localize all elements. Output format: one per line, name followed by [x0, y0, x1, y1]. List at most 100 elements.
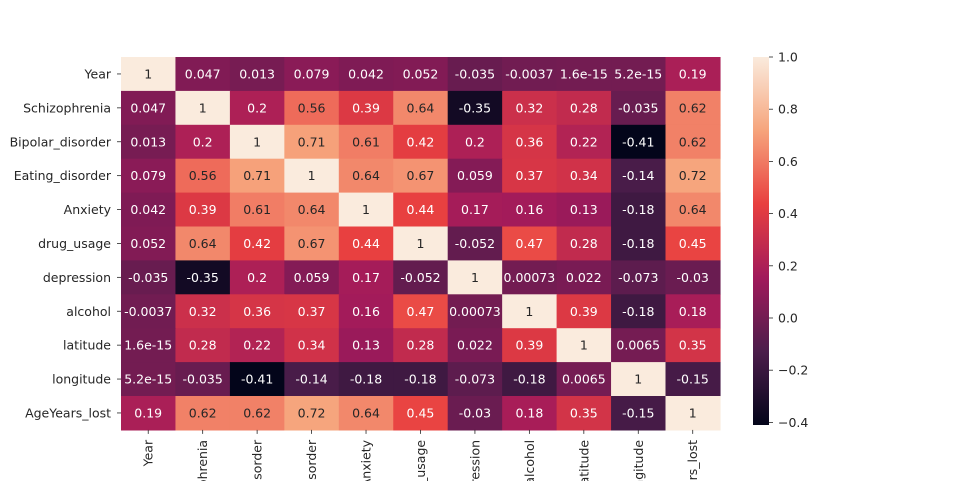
heatmap-cell	[338, 294, 394, 329]
cell-value-label: -0.0037	[124, 304, 172, 319]
cell-value-label: -0.073	[618, 270, 658, 285]
cell-value-label: 0.64	[679, 202, 707, 217]
heatmap-cell	[229, 260, 285, 295]
cell-value-label: -0.15	[622, 405, 654, 420]
heatmap-cell	[284, 294, 340, 329]
cell-value-label: 0.45	[407, 405, 435, 420]
cell-value-label: 0.67	[407, 168, 435, 183]
heatmap-cell	[229, 192, 285, 228]
cell-value-label: 0.013	[130, 134, 166, 149]
cell-value-label: 0.28	[570, 236, 598, 251]
heatmap-cell	[121, 124, 177, 160]
cell-value-label: 5.2e-15	[614, 66, 662, 81]
cell-value-label: -0.073	[455, 372, 495, 387]
heatmap-cell	[665, 158, 721, 194]
heatmap-cell	[229, 362, 285, 397]
row-label: Year	[84, 66, 112, 81]
heatmap-cell	[338, 57, 394, 92]
cell-value-label: 1	[416, 236, 424, 251]
column-label: _usage	[413, 440, 428, 481]
row-label: depression	[43, 270, 111, 285]
heatmap-cell	[175, 362, 231, 397]
colorbar-tick-label: 0.4	[778, 206, 798, 221]
cell-value-label: 0.022	[566, 270, 602, 285]
cell-value-label: 1	[253, 134, 261, 149]
column-label: alcohol	[522, 440, 537, 481]
heatmap-cell	[175, 158, 231, 194]
cell-value-label: 1	[471, 270, 479, 285]
heatmap-cell	[284, 328, 340, 363]
heatmap-cell	[556, 328, 612, 363]
cell-value-label: 0.013	[239, 66, 275, 81]
heatmap-cell	[556, 57, 612, 92]
row-label: Eating_disorder	[14, 168, 112, 183]
row-label: latitude	[63, 338, 111, 353]
heatmap-cell	[502, 396, 558, 431]
heatmap-cell	[393, 260, 449, 295]
cell-value-label: 0.42	[407, 134, 435, 149]
column-label: ngitude	[631, 440, 646, 481]
cell-value-label: 0.047	[130, 100, 166, 115]
colorbar: 1.0 0.8 0.6 0.4 0.2 0.0 −0.2 −0.4	[753, 50, 808, 430]
heatmap-cell	[393, 226, 449, 261]
heatmap-cell	[284, 158, 340, 194]
cell-value-label: 1	[362, 202, 370, 217]
cell-value-label: 0.28	[570, 100, 598, 115]
cell-value-label: 0.67	[298, 236, 326, 251]
cell-value-label: 0.13	[352, 338, 380, 353]
cell-value-label: 0.19	[679, 66, 707, 81]
row-label: longitude	[52, 372, 111, 387]
heatmap-cell	[175, 57, 231, 92]
heatmap-cell	[447, 362, 503, 397]
cell-value-label: 0.44	[407, 202, 435, 217]
cell-value-label: 0.34	[298, 338, 326, 353]
cell-value-label: -0.35	[459, 100, 491, 115]
cell-value-label: 0.45	[679, 236, 707, 251]
cell-value-label: 0.35	[679, 338, 707, 353]
column-label: phrenia	[195, 440, 210, 481]
cell-value-label: 0.2	[247, 100, 267, 115]
heatmap-cell	[338, 260, 394, 295]
cell-value-label: 0.72	[679, 168, 707, 183]
heatmap-cell	[393, 328, 449, 363]
colorbar-tick-label: 1.0	[778, 50, 798, 65]
heatmap-cell	[229, 90, 285, 126]
heatmap-cell	[502, 192, 558, 228]
heatmap-cell	[611, 158, 667, 194]
cell-value-label: 0.059	[457, 168, 493, 183]
cell-value-label: 0.47	[515, 236, 543, 251]
cell-value-label: -0.35	[187, 270, 219, 285]
heatmap-cell	[284, 396, 340, 431]
cell-value-label: -0.15	[677, 372, 709, 387]
heatmap-cell	[556, 192, 612, 228]
heatmap-cell	[121, 260, 177, 295]
heatmap-cell	[502, 294, 558, 329]
cell-value-label: -0.03	[459, 405, 491, 420]
cell-value-label: 0.2	[193, 134, 213, 149]
column-label: Anxiety	[359, 439, 374, 481]
heatmap-cell	[665, 294, 721, 329]
cell-value-label: 0.0065	[562, 372, 606, 387]
cell-value-label: 1.6e-15	[560, 66, 608, 81]
heatmap-cell	[502, 362, 558, 397]
heatmap-cell	[121, 294, 177, 329]
cell-value-label: 0.56	[189, 168, 217, 183]
heatmap-cell	[284, 192, 340, 228]
heatmap-cell	[393, 362, 449, 397]
heatmap-cell	[447, 158, 503, 194]
heatmap-cell	[502, 260, 558, 295]
cell-value-label: 0.35	[570, 405, 598, 420]
heatmap-cell	[121, 158, 177, 194]
cell-value-label: 0.28	[407, 338, 435, 353]
heatmap-cell	[447, 226, 503, 261]
cell-value-label: -0.14	[622, 168, 654, 183]
heatmap-cell	[175, 90, 231, 126]
cell-value-label: 0.44	[352, 236, 380, 251]
heatmap-cell	[611, 396, 667, 431]
cell-value-label: 1	[689, 405, 697, 420]
cell-value-label: 0.022	[457, 338, 493, 353]
cell-value-label: 0.37	[298, 304, 326, 319]
cell-value-label: 0.16	[352, 304, 380, 319]
heatmap-cell	[393, 124, 449, 160]
